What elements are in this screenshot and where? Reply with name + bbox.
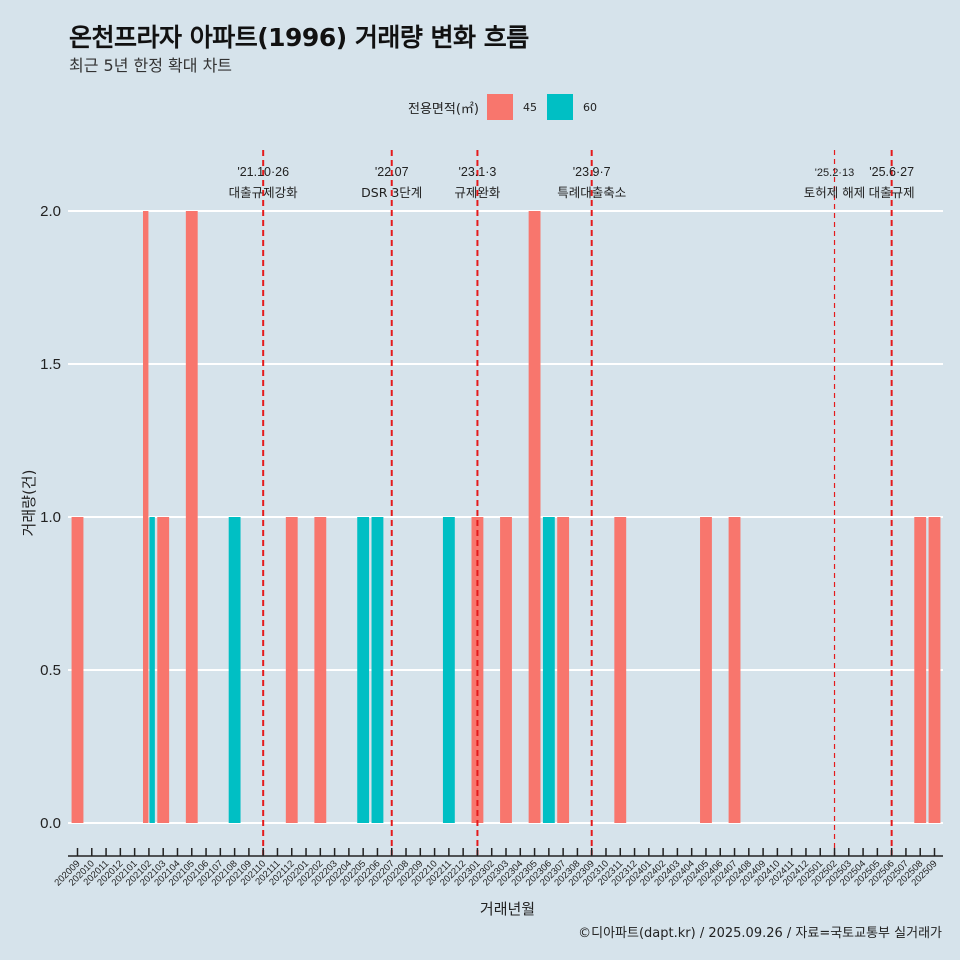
- source-caption: ©디아파트(dapt.kr) / 2025.09.26 / 자료=국토교통부 실…: [578, 926, 942, 941]
- event-date-label: '25.6·27: [869, 165, 914, 179]
- event-date-label: '23.1·3: [459, 165, 497, 179]
- bar-45-202112: [285, 517, 298, 823]
- y-tick-label: 1.5: [40, 356, 61, 373]
- chart-subtitle: 최근 5년 한정 확대 차트: [69, 56, 233, 75]
- event-label: 특례대출축소: [557, 185, 626, 200]
- bar-45-202311: [614, 517, 627, 823]
- event-label: DSR 3단계: [361, 185, 422, 200]
- event-date-label: '21.10·26: [237, 165, 289, 179]
- bar-45-202508: [914, 517, 927, 823]
- legend: 전용면적(㎡) 45 60: [408, 93, 607, 121]
- bar-45-202105: [185, 211, 198, 823]
- bar-45-202303: [500, 517, 512, 823]
- event-label: 대출규제강화: [229, 185, 299, 200]
- legend-label-60: 60: [582, 100, 597, 114]
- bar-60-202102: [149, 517, 155, 823]
- bar-60-202108: [228, 517, 241, 823]
- bar-60-202205: [357, 517, 370, 823]
- legend-label-45: 45: [522, 100, 537, 114]
- bar-45-202407: [728, 517, 741, 823]
- bar-45-202202: [314, 517, 327, 823]
- bar-45-202307: [557, 517, 570, 823]
- event-date-label: '25.2·13: [815, 167, 854, 179]
- legend-title: 전용면적(㎡): [408, 101, 479, 117]
- y-axis-title: 거래량(건): [20, 470, 38, 537]
- bar-45-202305: [528, 211, 541, 823]
- chart-title: 온천프라자 아파트(1996) 거래량 변화 흐름: [69, 23, 529, 52]
- bar-60-202206: [371, 517, 384, 823]
- event-date-label: '22.07: [375, 165, 409, 179]
- bar-45-202009: [71, 517, 84, 823]
- bar-60-202306: [542, 517, 555, 823]
- x-axis-title: 거래년월: [480, 900, 535, 918]
- event-label: 대출규제: [869, 185, 915, 200]
- bar-45-202509: [928, 517, 941, 823]
- legend-swatch-60: [546, 94, 573, 120]
- event-label: 규제완화: [454, 185, 501, 200]
- bar-45-202103: [157, 517, 170, 823]
- legend-swatch-45: [486, 94, 513, 120]
- y-tick-label: 0.0: [40, 815, 61, 832]
- bar-60-202211: [442, 517, 455, 823]
- bar-45-202405: [700, 517, 712, 823]
- y-tick-label: 0.5: [40, 662, 61, 679]
- y-tick-label: 1.0: [40, 509, 61, 526]
- bar-45-202102: [142, 211, 149, 823]
- y-tick-label: 2.0: [40, 203, 61, 220]
- event-date-label: '23.9·7: [573, 165, 611, 179]
- event-label: 토허제 해제: [804, 185, 865, 200]
